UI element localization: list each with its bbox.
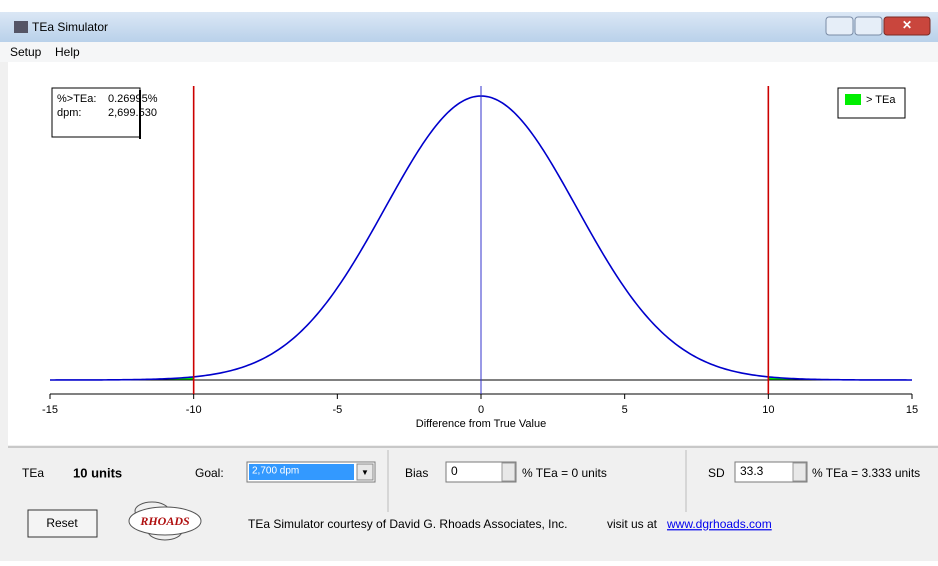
x-tick-label: 10 [762,404,774,416]
sd-value: 33.3 [740,464,764,478]
maximize-button[interactable] [854,16,883,36]
logo-text: RHOADS [139,514,190,528]
reset-button[interactable] [27,509,98,538]
close-glyph: ✕ [902,18,912,32]
link[interactable]: www.dgrhoads.com [666,517,772,531]
sd-label: SD [708,466,725,480]
sd-input[interactable] [734,461,808,483]
window-title: TEa Simulator [32,20,108,34]
bias-label: Bias [405,466,428,480]
menu-item[interactable]: Help [55,45,80,59]
x-tick-label: 15 [906,404,918,416]
legend-swatch [845,94,861,105]
sd-spinner[interactable] [792,462,807,482]
app-icon [14,21,28,33]
logo-oval [128,506,202,536]
credit: TEa Simulator courtesy of David G. Rhoad… [248,517,567,531]
title-bar [0,12,938,42]
menu-bar [0,42,938,62]
legend-label: > TEa [866,94,896,106]
goal-value: 2,700 dpm [252,466,299,477]
x-tick-label: -10 [186,404,202,416]
x-axis-label: Difference from True Value [416,418,546,430]
tea-label: TEa [22,466,44,480]
x-tick-label: -15 [42,404,58,416]
goal-label: Goal: [195,466,224,480]
info-value: 2,699.530 [108,107,157,119]
bias-units: % TEa = 0 units [522,466,607,480]
info-label: %>TEa: [57,93,96,105]
chart-panel [8,62,938,445]
bias-value: 0 [451,464,458,478]
minimize-button[interactable] [825,16,854,36]
info-label: dpm: [57,107,81,119]
info-value: 0.26995% [108,93,158,105]
chart: -15 -10 -5 0 5 10 15 Difference from True Value [42,86,918,430]
menu-item[interactable]: Setup [10,45,42,59]
tea-value: 10 units [73,465,122,480]
x-tick-label: -5 [332,404,342,416]
x-tick-label: 5 [622,404,628,416]
bias-input[interactable] [445,461,517,483]
x-tick-label: 0 [478,404,484,416]
sd-units: % TEa = 3.333 units [812,466,920,480]
dropdown-arrow[interactable] [356,463,374,481]
arrow-glyph: ▼ [361,468,369,477]
bias-spinner[interactable] [501,462,516,482]
goal-selection [249,464,354,480]
close-button[interactable] [883,16,931,36]
info-box [51,87,141,138]
visit-label: visit us at [607,517,658,531]
reset-label: Reset [46,516,78,530]
